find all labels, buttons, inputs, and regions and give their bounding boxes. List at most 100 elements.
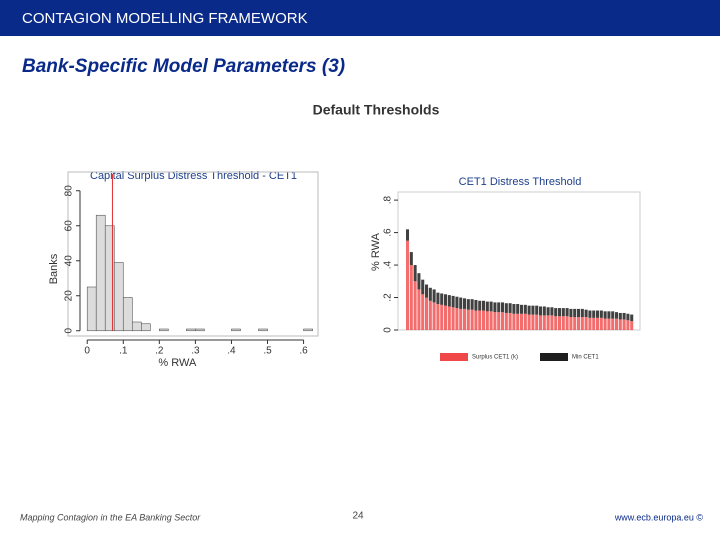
bar-segment: [421, 294, 425, 330]
bar-segment: [512, 313, 516, 330]
bar-segment: [428, 300, 432, 330]
header-bar: [0, 0, 720, 36]
y-axis-label: % RWA: [370, 232, 382, 271]
bar-segment: [451, 307, 455, 330]
bar-segment: [615, 318, 619, 330]
bar-segment: [417, 289, 421, 330]
bar-segment: [618, 319, 622, 330]
bar-segment: [455, 308, 459, 330]
bar-segment: [463, 308, 467, 330]
bar-segment: [474, 299, 478, 311]
bar-segment: [592, 317, 596, 330]
histogram-bar: [303, 328, 313, 332]
bar-segment: [550, 307, 554, 316]
bar-segment: [455, 296, 459, 309]
legend-label: Min CET1: [572, 355, 599, 361]
y-tick-label: 0: [383, 327, 394, 333]
bar-segment: [459, 297, 463, 309]
bar-segment: [573, 308, 577, 318]
bar-segment: [580, 308, 584, 318]
y-tick-label: .2: [383, 293, 394, 302]
legend-swatch: [540, 353, 568, 361]
bar-segment: [626, 320, 630, 330]
bar-segment: [463, 298, 467, 309]
bar-segment: [493, 302, 497, 313]
footer-left: Mapping Contagion in the EA Banking Sect…: [20, 512, 201, 522]
bar-segment: [432, 289, 436, 303]
bar-segment: [535, 305, 539, 315]
bar-segment: [428, 287, 432, 301]
y-tick-label: 60: [64, 220, 75, 232]
bar-segment: [413, 281, 417, 330]
header: CONTAGION MODELLING FRAMEWORK: [22, 10, 308, 27]
bar-segment: [508, 312, 512, 330]
histogram-bar: [195, 328, 205, 332]
bar-segment: [485, 311, 489, 330]
y-tick-label: 0: [64, 328, 75, 334]
bar-segment: [440, 304, 444, 330]
bar-segment: [539, 306, 543, 316]
bar-segment: [504, 303, 508, 313]
bar-segment: [512, 304, 516, 314]
histogram-bar: [258, 328, 268, 332]
bar-segment: [539, 315, 543, 330]
bar-segment: [493, 312, 497, 330]
page-number: 24: [352, 511, 364, 522]
bar-segment: [413, 265, 417, 282]
bar-segment: [516, 304, 520, 314]
footer-right: www.ecb.europa.eu ©: [614, 512, 704, 522]
y-tick-label: 40: [64, 255, 75, 267]
bar-segment: [569, 308, 573, 318]
bar-segment: [615, 312, 619, 319]
chart-title: CET1 Distress Threshold: [459, 176, 582, 188]
slide-title: Bank-Specific Model Parameters (3): [22, 56, 345, 77]
bar-segment: [474, 310, 478, 330]
bar-segment: [577, 308, 581, 318]
bar-segment: [406, 229, 410, 241]
bar-segment: [630, 321, 634, 330]
bar-segment: [599, 317, 603, 330]
bar-segment: [478, 310, 482, 330]
bar-segment: [421, 279, 425, 295]
bar-segment: [508, 303, 512, 313]
histogram-bar: [231, 328, 241, 332]
histogram-bar: [113, 262, 124, 332]
histogram-bar: [95, 214, 106, 332]
bar-segment: [501, 312, 505, 330]
bar-segment: [497, 312, 501, 330]
y-axis-label: Banks: [48, 253, 60, 284]
bar-segment: [565, 308, 569, 317]
bar-segment: [451, 295, 455, 308]
bar-segment: [554, 316, 558, 330]
bar-segment: [482, 310, 486, 330]
bar-segment: [425, 284, 429, 298]
bar-segment: [516, 313, 520, 330]
bar-segment: [482, 300, 486, 311]
bar-segment: [497, 302, 501, 313]
plot-frame: [67, 171, 319, 337]
bar-segment: [432, 302, 436, 330]
bar-segment: [409, 252, 413, 266]
bar-segment: [607, 311, 611, 319]
bar-segment: [569, 317, 573, 330]
histogram-bar: [86, 286, 97, 332]
bar-segment: [459, 308, 463, 330]
x-tick-label: 0: [84, 346, 90, 357]
bar-segment: [466, 299, 470, 310]
bar-segment: [520, 313, 524, 330]
y-tick-label: .4: [383, 260, 394, 269]
bar-segment: [596, 310, 600, 318]
bar-segment: [489, 301, 493, 312]
bar-segment: [436, 304, 440, 330]
bar-segment: [447, 306, 451, 330]
bar-segment: [470, 309, 474, 330]
y-tick-label: 80: [64, 185, 75, 197]
bar-segment: [577, 317, 581, 330]
x-tick-label: .2: [155, 346, 164, 357]
y-tick-label: .8: [383, 196, 394, 205]
bar-segment: [466, 309, 470, 330]
bar-segment: [618, 312, 622, 320]
y-tick-label: 20: [64, 290, 75, 302]
bar-segment: [558, 316, 562, 330]
bar-segment: [478, 300, 482, 311]
